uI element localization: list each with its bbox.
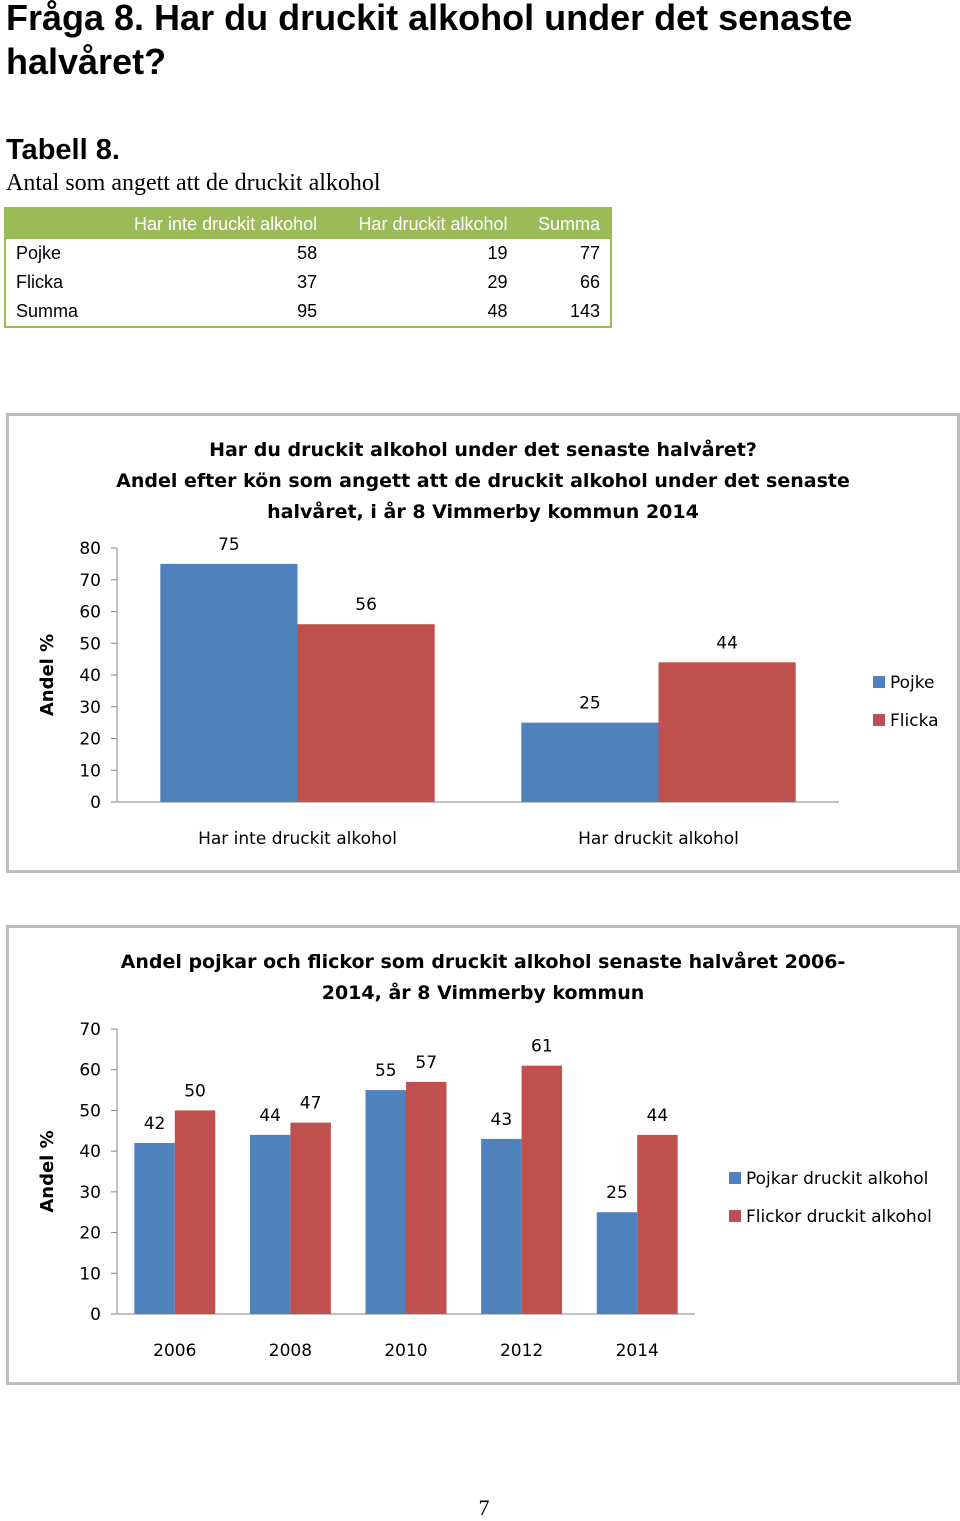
legend-label: Flickor druckit alkohol: [746, 1207, 932, 1227]
table-row: Pojke 58 19 77: [5, 239, 611, 268]
table-row: Flicka 37 29 66: [5, 268, 611, 297]
y-tick-label: 70: [79, 1020, 101, 1040]
legend-label: Flicka: [890, 711, 939, 731]
table-header-cell: Summa: [517, 208, 611, 239]
table-cell: 77: [579, 243, 600, 263]
y-tick-label: 80: [79, 539, 101, 559]
table-cell: Pojke: [16, 243, 62, 263]
bar: [365, 1090, 406, 1314]
table-cell: 48: [487, 301, 508, 321]
table-header-row: Har inte druckit alkohol Har druckit alk…: [5, 208, 611, 239]
data-label: 44: [716, 633, 738, 653]
y-tick-label: 30: [79, 1183, 101, 1203]
table-cell: 66: [579, 272, 600, 292]
y-tick-label: 0: [90, 793, 101, 813]
page-number: 7: [478, 1495, 490, 1520]
data-label: 61: [531, 1037, 553, 1057]
bar: [596, 1212, 638, 1314]
data-label: 44: [259, 1106, 281, 1126]
x-tick-label: 2010: [384, 1341, 427, 1361]
data-label: 43: [491, 1110, 513, 1130]
y-tick-label: 40: [79, 1142, 101, 1162]
table-header-cell: Har druckit alkohol: [327, 208, 518, 239]
bar: [290, 1122, 331, 1314]
y-tick-label: 0: [90, 1305, 101, 1325]
chart-gender-2014-svg: Har du druckit alkohol under det senaste…: [37, 437, 939, 849]
x-tick-label: Har druckit alkohol: [578, 829, 739, 849]
legend-swatch: [729, 1210, 741, 1222]
x-tick-label: 2006: [153, 1341, 196, 1361]
y-tick-label: 60: [79, 603, 101, 623]
data-label: 55: [375, 1061, 397, 1081]
data-label: 50: [184, 1081, 206, 1101]
table-cell: 95: [297, 301, 318, 321]
bar: [637, 1134, 678, 1314]
table-row: Summa 95 48 143: [5, 297, 611, 327]
y-tick-label: 70: [79, 571, 101, 591]
bar: [481, 1138, 522, 1314]
legend-swatch: [729, 1172, 741, 1184]
bar: [521, 722, 659, 802]
y-tick-label: 20: [79, 1224, 101, 1244]
y-tick-label: 60: [79, 1061, 101, 1081]
chart-title-line: Andel pojkar och flickor som druckit alk…: [121, 949, 846, 973]
table-cell: 58: [297, 243, 318, 263]
legend-label: Pojke: [890, 673, 934, 693]
y-tick-label: 10: [79, 1264, 101, 1284]
data-label: 42: [144, 1114, 166, 1134]
data-label: 56: [355, 595, 377, 615]
bar: [160, 563, 298, 802]
y-tick-label: 30: [79, 698, 101, 718]
bar: [521, 1065, 563, 1314]
bar: [406, 1081, 447, 1314]
legend-swatch: [873, 676, 885, 688]
chart-gender-2014: Har du druckit alkohol under det senaste…: [6, 413, 960, 873]
data-label: 25: [606, 1183, 628, 1203]
table-title: Tabell 8.: [6, 134, 120, 166]
data-table: Har inte druckit alkohol Har druckit alk…: [4, 207, 612, 328]
bar: [297, 624, 435, 802]
y-tick-label: 50: [79, 1101, 101, 1121]
table-cell: 29: [487, 272, 508, 292]
chart-trend-2006-2014-svg: Andel pojkar och flickor som druckit alk…: [37, 949, 932, 1361]
legend-label: Pojkar druckit alkohol: [746, 1169, 928, 1189]
y-tick-label: 40: [79, 666, 101, 686]
table-cell: 37: [297, 272, 318, 292]
table-header-cell: [5, 208, 99, 239]
table-cell: 143: [569, 301, 600, 321]
chart-title-line: Andel efter kön som angett att de drucki…: [116, 470, 850, 492]
bar: [658, 662, 796, 802]
chart-trend-2006-2014: Andel pojkar och flickor som druckit alk…: [6, 925, 960, 1385]
page-heading: Fråga 8. Har du druckit alkohol under de…: [6, 0, 853, 82]
table-cell: 19: [487, 243, 508, 263]
y-axis-label: Andel %: [37, 634, 58, 716]
chart-title-line: Har du druckit alkohol under det senaste…: [209, 437, 757, 461]
bar: [174, 1110, 216, 1314]
x-tick-label: 2012: [500, 1341, 543, 1361]
table-cell: Summa: [16, 301, 79, 321]
y-axis-label: Andel %: [37, 1130, 58, 1212]
data-label: 47: [300, 1094, 322, 1114]
y-tick-label: 50: [79, 634, 101, 654]
data-label: 75: [218, 535, 240, 555]
y-tick-label: 10: [79, 761, 101, 781]
table-header-cell: Har inte druckit alkohol: [98, 208, 328, 239]
y-tick-label: 20: [79, 730, 101, 750]
chart-title-line: halvåret, i år 8 Vimmerby kommun 2014: [267, 499, 699, 523]
data-label: 25: [579, 694, 601, 714]
x-tick-label: 2008: [269, 1341, 312, 1361]
legend-swatch: [873, 714, 885, 726]
chart-title-line: 2014, år 8 Vimmerby kommun: [322, 980, 645, 1004]
x-tick-label: Har inte druckit alkohol: [198, 829, 397, 849]
x-tick-label: 2014: [616, 1341, 659, 1361]
table-cell: Flicka: [16, 272, 64, 292]
data-label: 44: [647, 1106, 669, 1126]
data-label: 57: [415, 1053, 437, 1073]
bar: [134, 1143, 175, 1314]
bar: [249, 1134, 291, 1314]
table-caption: Antal som angett att de druckit alkohol: [6, 170, 381, 196]
